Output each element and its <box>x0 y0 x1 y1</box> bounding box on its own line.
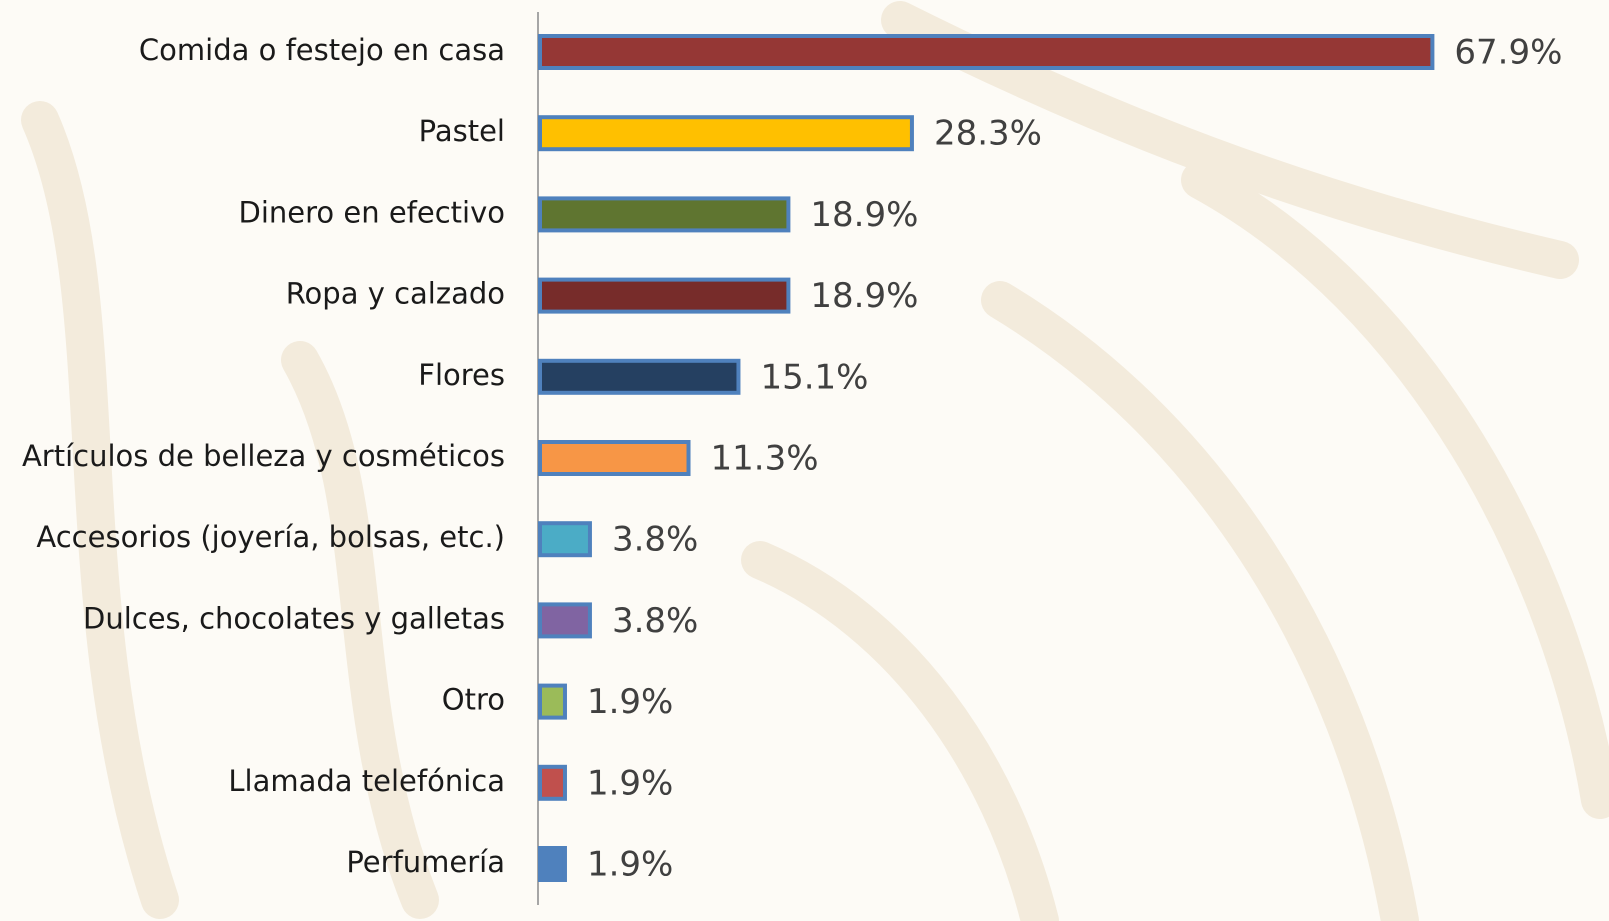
bar <box>538 764 567 801</box>
category-label: Ropa y calzado <box>286 277 505 311</box>
bar <box>538 196 791 233</box>
value-label: 11.3% <box>711 439 819 479</box>
value-label: 3.8% <box>612 601 698 641</box>
category-label: Artículos de belleza y cosméticos <box>22 439 505 473</box>
value-label: 67.9% <box>1454 33 1562 73</box>
category-label: Comida o festejo en casa <box>139 33 505 67</box>
category-label: Dinero en efectivo <box>239 195 505 229</box>
bar <box>538 440 691 476</box>
bar <box>538 115 914 152</box>
category-label: Pastel <box>419 114 505 148</box>
bar <box>538 358 741 395</box>
bar <box>538 277 791 314</box>
bar <box>538 683 567 720</box>
category-label: Accesorios (joyería, bolsas, etc.) <box>36 520 505 554</box>
category-label: Llamada telefónica <box>228 764 505 798</box>
category-label: Dulces, chocolates y galletas <box>83 601 505 635</box>
value-label: 15.1% <box>760 357 868 397</box>
category-label: Perfumería <box>346 845 505 879</box>
bar <box>538 34 1435 70</box>
bar <box>538 521 592 558</box>
category-label: Otro <box>442 683 505 717</box>
bar <box>538 846 567 882</box>
value-label: 3.8% <box>612 520 698 560</box>
value-label: 28.3% <box>934 114 1042 154</box>
value-label: 1.9% <box>587 763 673 803</box>
bar <box>538 602 592 639</box>
value-label: 18.9% <box>810 195 918 235</box>
value-label: 18.9% <box>810 276 918 316</box>
value-label: 1.9% <box>587 682 673 722</box>
category-label: Flores <box>418 358 505 392</box>
value-label: 1.9% <box>587 845 673 885</box>
